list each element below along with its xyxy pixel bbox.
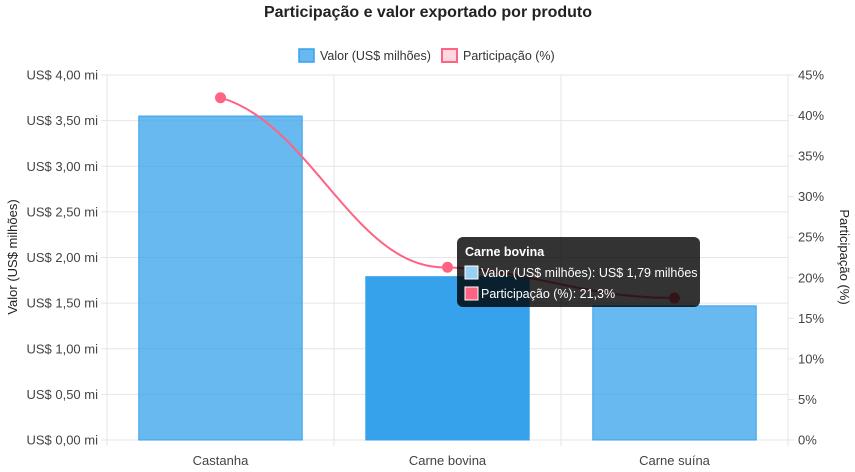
x-tick-label: Carne bovina bbox=[409, 453, 487, 468]
legend-label-valor: Valor (US$ milhões) bbox=[320, 49, 431, 63]
tooltip: Carne bovina Valor (US$ milhões): US$ 1,… bbox=[457, 237, 700, 307]
tooltip-swatch-valor bbox=[464, 265, 479, 280]
y-left-tick-label: US$ 2,50 mi bbox=[26, 204, 98, 219]
legend-swatch-valor bbox=[298, 48, 315, 63]
left-axis-ticks: US$ 0,00 mi US$ 0,50 mi US$ 1,00 mi US$ 1,5… bbox=[26, 68, 98, 448]
y-left-tick-label: US$ 0,00 mi bbox=[26, 433, 98, 448]
x-tick-label: Carne suína bbox=[639, 453, 711, 468]
y-right-tick-label: 35% bbox=[798, 149, 824, 164]
tooltip-title: Carne bovina bbox=[465, 245, 545, 259]
y-right-tick-label: 40% bbox=[798, 108, 824, 123]
legend-swatch-participacao bbox=[441, 48, 458, 63]
y-right-tick-label: 45% bbox=[798, 68, 824, 83]
bar-3[interactable] bbox=[592, 305, 757, 441]
y-left-tick-label: US$ 0,50 mi bbox=[26, 387, 98, 402]
y-left-tick-label: US$ 1,00 mi bbox=[26, 341, 98, 356]
chart-title: Participação e valor exportado por produ… bbox=[264, 4, 592, 21]
y-right-tick-label: 15% bbox=[798, 311, 824, 326]
tooltip-swatch-participacao bbox=[464, 286, 479, 301]
y-left-tick-label: US$ 4,00 mi bbox=[26, 68, 98, 83]
x-axis-ticks: Castanha Carne bovina Carne suína bbox=[193, 453, 711, 468]
y-right-tick-label: 20% bbox=[798, 270, 824, 285]
y-right-tick-label: 0% bbox=[798, 433, 817, 448]
y-axis-left-title: Valor (US$ milhões) bbox=[5, 199, 20, 314]
bar-1[interactable] bbox=[138, 115, 303, 441]
y-left-tick-label: US$ 3,00 mi bbox=[26, 159, 98, 174]
participacao-point-1[interactable] bbox=[215, 92, 226, 104]
legend-item-participacao[interactable]: Participação (%) bbox=[441, 48, 555, 63]
legend-item-valor[interactable]: Valor (US$ milhões) bbox=[298, 48, 431, 63]
y-left-tick-label: US$ 1,50 mi bbox=[26, 296, 98, 311]
tooltip-line-valor: Valor (US$ milhões): US$ 1,79 milhões bbox=[481, 266, 698, 280]
legend-label-participacao: Participação (%) bbox=[463, 49, 555, 63]
y-right-tick-label: 30% bbox=[798, 189, 824, 204]
participacao-point-2[interactable] bbox=[442, 261, 453, 273]
legend: Valor (US$ milhões) Participação (%) bbox=[298, 48, 555, 63]
y-right-tick-label: 25% bbox=[798, 230, 824, 245]
tooltip-line-participacao: Participação (%): 21,3% bbox=[481, 287, 615, 301]
right-axis-ticks: 0% 5% 10% 15% 20% 25% 30% 35% 40% 45% bbox=[798, 68, 824, 448]
y-left-tick-label: US$ 3,50 mi bbox=[26, 113, 98, 128]
y-left-tick-label: US$ 2,00 mi bbox=[26, 250, 98, 265]
y-axis-right-title: Participação (%) bbox=[837, 209, 852, 304]
y-right-tick-label: 5% bbox=[798, 392, 817, 407]
y-right-tick-label: 10% bbox=[798, 351, 824, 366]
tooltip-background bbox=[457, 237, 700, 307]
x-tick-label: Castanha bbox=[193, 453, 249, 468]
